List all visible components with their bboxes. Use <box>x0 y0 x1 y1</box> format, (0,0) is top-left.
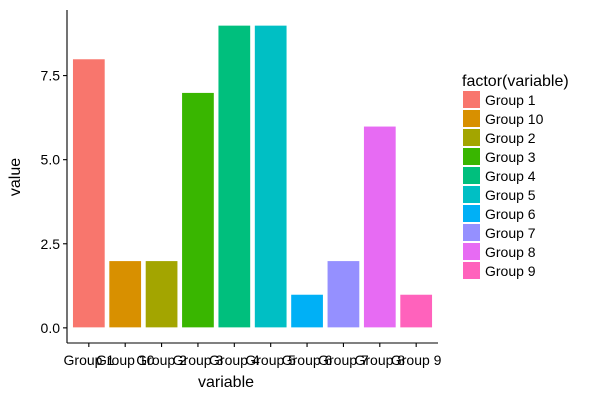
legend-label: Group 8 <box>485 244 536 260</box>
legend-key-group-3 <box>463 148 480 165</box>
legend-key-group-9 <box>463 262 480 279</box>
legend-label: Group 7 <box>485 225 536 241</box>
bar-group-6 <box>290 293 324 329</box>
bar-group-10 <box>108 260 143 329</box>
bar-group-7 <box>326 260 361 329</box>
legend-key-group-4 <box>463 167 480 184</box>
x-tick-label: Group 10 <box>96 352 155 368</box>
legend-label: Group 4 <box>485 168 536 184</box>
y-tick-label: 7.5 <box>41 68 61 84</box>
bar-group-9 <box>399 293 434 329</box>
y-ticks: 0.0 2.5 5.0 7.5 <box>41 68 67 336</box>
legend-label: Group 2 <box>485 130 536 146</box>
bars-layer <box>71 24 434 329</box>
legend-key-group-5 <box>463 186 480 203</box>
legend-label: Group 9 <box>485 263 536 279</box>
legend-label: Group 3 <box>485 149 536 165</box>
axes-layer <box>66 10 438 344</box>
y-tick-label: 5.0 <box>41 152 61 168</box>
legend-title: factor(variable) <box>462 73 569 90</box>
x-tick-label: Group 9 <box>391 352 442 368</box>
bar-group-1 <box>71 58 106 329</box>
legend: factor(variable) Group 1 Group 10 Group 2 G… <box>462 73 569 279</box>
legend-key-group-6 <box>463 205 480 222</box>
y-axis-title: value <box>7 158 24 196</box>
x-tick-label: Group 7 <box>318 352 369 368</box>
x-tick-label: Group 4 <box>209 352 260 368</box>
bar-group-4 <box>217 24 252 329</box>
legend-key-group-2 <box>463 129 480 146</box>
legend-label: Group 5 <box>485 187 536 203</box>
legend-key-group-1 <box>463 91 480 108</box>
y-tick-label: 2.5 <box>41 236 61 252</box>
bar-group-5 <box>253 24 288 329</box>
legend-key-group-7 <box>463 224 480 241</box>
bar-group-2 <box>144 260 179 329</box>
x-tick-label: Group 5 <box>245 352 296 368</box>
bar-group-8 <box>362 125 397 329</box>
legend-label: Group 6 <box>485 206 536 222</box>
legend-label: Group 1 <box>485 92 536 108</box>
legend-key-group-8 <box>463 243 480 260</box>
x-tick-label: Group 8 <box>355 352 406 368</box>
x-tick-label: Group 6 <box>282 352 333 368</box>
x-tick-label: Group 1 <box>64 352 115 368</box>
legend-key-group-10 <box>463 110 480 127</box>
x-tick-label: Group 3 <box>173 352 224 368</box>
y-tick-label: 0.0 <box>41 320 61 336</box>
bar-group-3 <box>181 91 215 329</box>
x-axis-title: variable <box>198 374 254 391</box>
x-tick-label: Group 2 <box>136 352 187 368</box>
legend-label: Group 10 <box>485 111 544 127</box>
